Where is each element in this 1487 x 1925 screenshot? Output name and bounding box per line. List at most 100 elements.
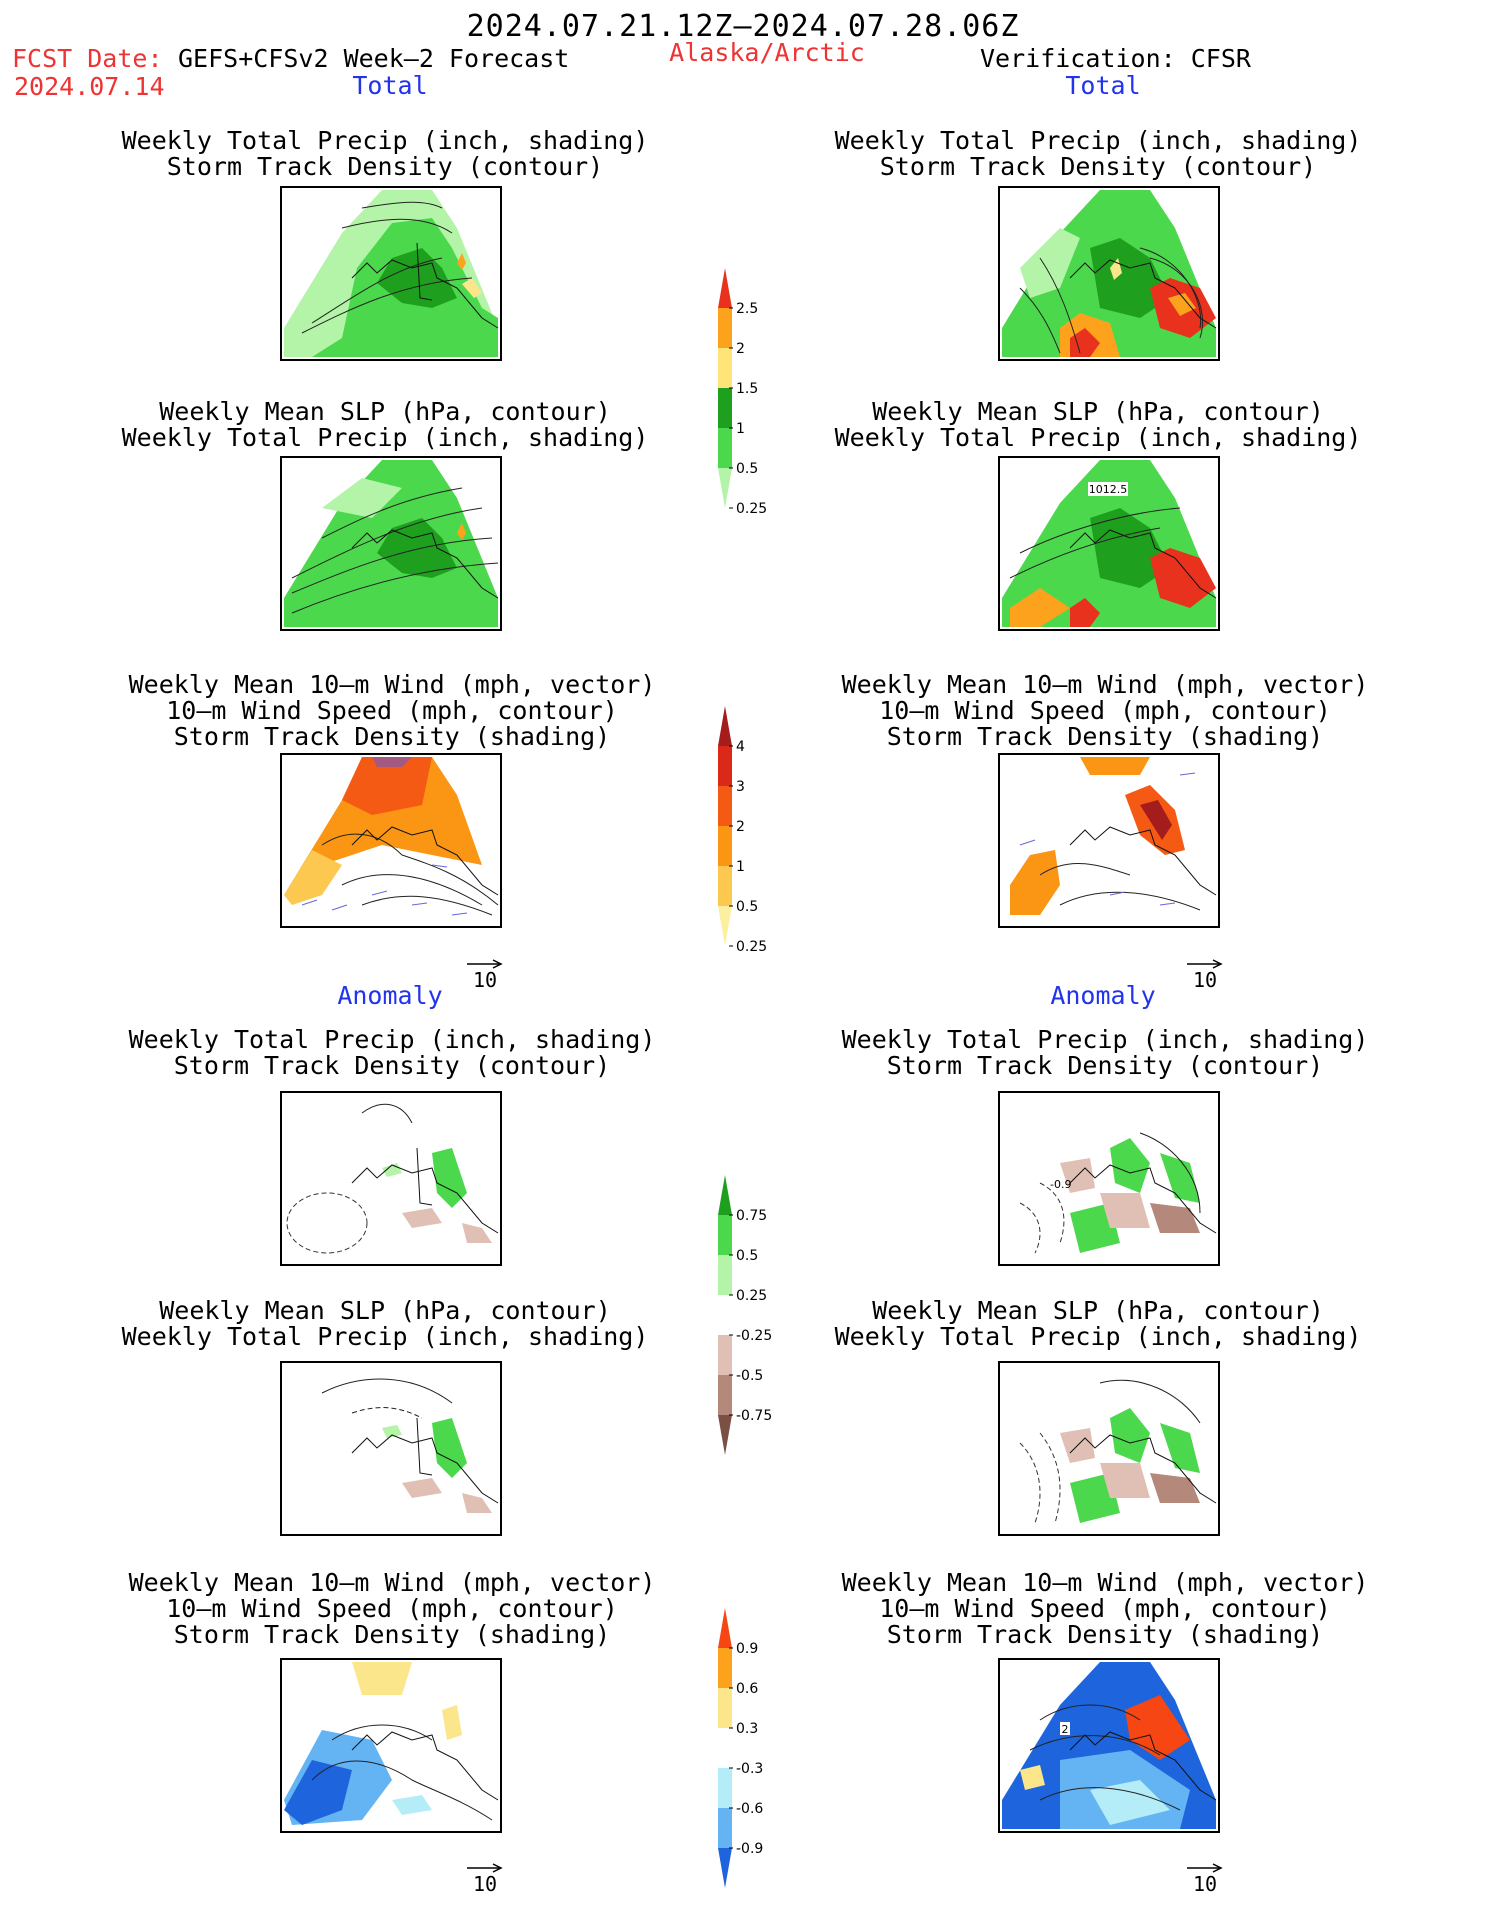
title-line: Weekly Mean 10‒m Wind (mph, vector) [841, 670, 1369, 699]
colorbar-swatch [718, 746, 732, 786]
title-line: Weekly Mean 10‒m Wind (mph, vector) [128, 1568, 656, 1597]
colorbar-swatch [718, 1415, 732, 1455]
section-total-left: Total [352, 71, 428, 100]
title-line: Weekly Mean 10‒m Wind (mph, vector) [128, 670, 656, 699]
colorbar-swatch [718, 1375, 732, 1415]
title-line: Storm Track Density (contour) [879, 152, 1317, 181]
colorbar-tick-label: 0.9 [736, 1641, 758, 1657]
title-line: 10‒m Wind Speed (mph, contour) [879, 1594, 1331, 1623]
title-anom-wind-left: Weekly Mean 10‒m Wind (mph, vector) 10‒m… [129, 1570, 656, 1648]
title-line: Weekly Total Precip (inch, shading) [841, 1025, 1369, 1054]
colorbar-tick-label: 2 [736, 819, 745, 835]
colorbar-tick-label: 0.5 [736, 899, 758, 915]
colorbar-tick-label: 0.25 [736, 1288, 767, 1304]
vector-reference-label: 10 [472, 968, 498, 992]
colorbar-swatch [718, 1768, 732, 1808]
colorbar-swatch [718, 826, 732, 866]
colorbar-storm-anomaly: 0.9 0.6 0.3 -0.3 -0.6 -0.9 [718, 1608, 788, 1888]
title-line: 10‒m Wind Speed (mph, contour) [166, 1594, 618, 1623]
title-line: Weekly Total Precip (inch, shading) [834, 1322, 1362, 1351]
section-anomaly-right: Anomaly [1050, 981, 1156, 1010]
anomaly-contour-label: -0.9 [1050, 1178, 1071, 1191]
title-line: Storm Track Density (shading) [173, 722, 611, 751]
title-line: Weekly Total Precip (inch, shading) [121, 423, 649, 452]
colorbar-tick-label: 0.3 [736, 1721, 758, 1737]
title-line: Weekly Mean SLP (hPa, contour) [159, 1296, 611, 1325]
title-line: Storm Track Density (contour) [173, 1051, 611, 1080]
arrow-right-icon [467, 959, 503, 969]
colorbar-tick-label: -0.9 [736, 1841, 763, 1857]
title-line: Weekly Total Precip (inch, shading) [834, 423, 1362, 452]
fcst-date-label: FCST Date: [12, 44, 163, 73]
colorbar-svg: 0.75 0.5 0.25 -0.25 -0.5 -0.75 [718, 1175, 772, 1455]
date-range-title: 2024.07.21.12Z‒2024.07.28.06Z [466, 9, 1020, 44]
colorbar-tick-label: -0.3 [736, 1761, 763, 1777]
title-line: Storm Track Density (shading) [173, 1620, 611, 1649]
title-line: Weekly Total Precip (inch, shading) [834, 126, 1362, 155]
vector-reference-total-right: 10 [1185, 958, 1225, 990]
colorbar-tick-label: 1.5 [736, 381, 758, 397]
title-line: Weekly Mean SLP (hPa, contour) [159, 397, 611, 426]
colorbar-svg: 4 3 2 1 0.5 0.25 [718, 706, 767, 955]
colorbar-swatch [718, 268, 732, 308]
fcst-date-value: 2024.07.14 [14, 72, 165, 101]
colorbar-tick-label: 0.5 [736, 461, 758, 477]
map-total-precip-forecast [280, 186, 502, 361]
colorbar-tick-label: 3 [736, 779, 745, 795]
colorbar-swatch [718, 348, 732, 388]
model-name: GEFS+CFSv2 Week‒2 Forecast [178, 44, 570, 73]
vector-reference-anom-left: 10 [465, 1862, 505, 1894]
contour-label: 1012.5 [1089, 483, 1128, 496]
colorbar-tick-label: 0.75 [736, 1208, 767, 1224]
vector-reference-label: 10 [1192, 968, 1218, 992]
colorbar-tick-label: 0.25 [736, 501, 767, 517]
title-anom-slp-left: Weekly Mean SLP (hPa, contour) Weekly To… [122, 1298, 649, 1350]
wind-contour-label: 2 [1062, 1723, 1069, 1736]
colorbar-tick-label: 0.25 [736, 939, 767, 955]
title-line: Weekly Total Precip (inch, shading) [121, 1322, 649, 1351]
verification-label: Verification: CFSR [980, 44, 1251, 73]
title-anom-precip-left: Weekly Total Precip (inch, shading) Stor… [129, 1027, 656, 1079]
vector-reference-label: 10 [1192, 1872, 1218, 1896]
title-anom-wind-right: Weekly Mean 10‒m Wind (mph, vector) 10‒m… [842, 1570, 1369, 1648]
map-total-slp-verification: 1012.5 [998, 456, 1220, 631]
colorbar-swatch [718, 786, 732, 826]
map-total-precip-verification [998, 186, 1220, 361]
title-line: Storm Track Density (shading) [886, 1620, 1324, 1649]
title-total-slp-right: Weekly Mean SLP (hPa, contour) Weekly To… [835, 399, 1362, 451]
vector-reference-total-left: 10 [465, 958, 505, 990]
arrow-right-icon [1187, 959, 1223, 969]
title-line: 10‒m Wind Speed (mph, contour) [166, 696, 618, 725]
map-total-wind-verification [998, 753, 1220, 928]
colorbar-swatch [718, 906, 732, 946]
title-total-precip-right: Weekly Total Precip (inch, shading) Stor… [835, 128, 1362, 180]
colorbar-swatch [718, 706, 732, 746]
colorbar-swatch [718, 468, 732, 508]
colorbar-swatch [718, 1608, 732, 1648]
colorbar-total-precip: 2.5 2 1.5 1 0.5 0.25 [718, 268, 788, 517]
colorbar-tick-label: 1 [736, 421, 745, 437]
map-anom-slp-forecast [280, 1361, 502, 1536]
title-line: Weekly Mean SLP (hPa, contour) [872, 1296, 1324, 1325]
title-total-wind-left: Weekly Mean 10‒m Wind (mph, vector) 10‒m… [129, 672, 656, 750]
title-total-precip-left: Weekly Total Precip (inch, shading) Stor… [122, 128, 649, 180]
colorbar-swatch [718, 1335, 732, 1375]
map-anom-wind-verification: 2 [998, 1658, 1220, 1833]
colorbar-swatch [718, 1215, 732, 1255]
map-anom-precip-verification: -0.9 [998, 1091, 1220, 1266]
map-total-wind-forecast [280, 753, 502, 928]
colorbar-swatch [718, 1648, 732, 1688]
title-total-wind-right: Weekly Mean 10‒m Wind (mph, vector) 10‒m… [842, 672, 1369, 750]
colorbar-swatch [718, 1728, 732, 1768]
colorbar-tick-label: -0.75 [736, 1408, 772, 1424]
vector-reference-label: 10 [472, 1872, 498, 1896]
colorbar-tick-label: -0.6 [736, 1801, 763, 1817]
section-anomaly-left: Anomaly [337, 981, 443, 1010]
colorbar-swatch [718, 388, 732, 428]
colorbar-tick-label: -0.5 [736, 1368, 763, 1384]
colorbar-svg: 2.5 2 1.5 1 0.5 0.25 [718, 268, 767, 517]
title-line: Storm Track Density (contour) [166, 152, 604, 181]
title-line: Weekly Mean SLP (hPa, contour) [872, 397, 1324, 426]
colorbar-tick-label: 2 [736, 341, 745, 357]
